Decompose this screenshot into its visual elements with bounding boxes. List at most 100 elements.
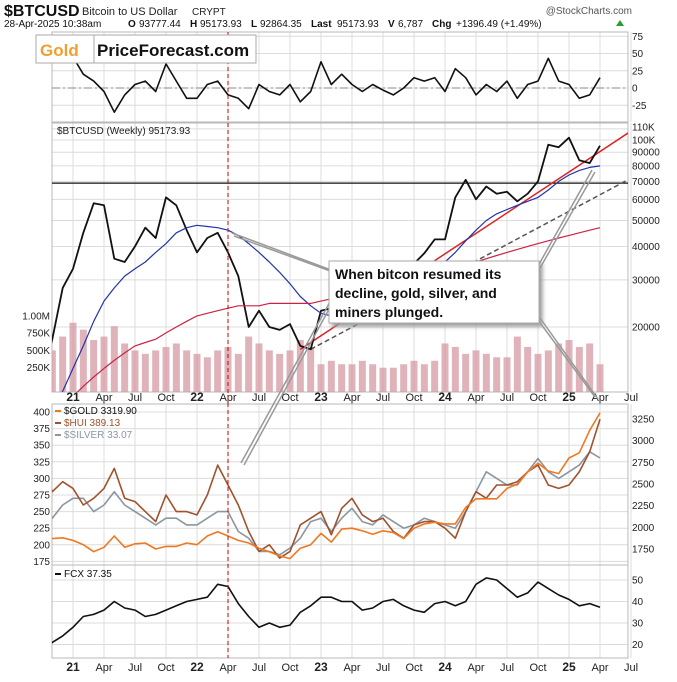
x-tick-label: 21: [66, 390, 80, 404]
fcx-panel: [51, 564, 629, 659]
low-label: L: [251, 19, 257, 30]
x-tick-label: Apr: [343, 392, 360, 404]
volume-bar: [307, 346, 315, 392]
x-tick-label: Apr: [95, 392, 112, 404]
x-tick-label: Apr: [467, 392, 484, 404]
x-tick-label: 23: [314, 390, 328, 404]
goldpriceforecast-logo: Gold PriceForecast.com: [35, 34, 257, 64]
ma-short-line: [61, 165, 601, 392]
x-tick-label: Jul: [500, 392, 514, 404]
volume-bar: [255, 343, 263, 392]
legend-swatch-silver: [55, 434, 61, 436]
y-tick-label: 225: [33, 524, 50, 535]
y-tick-label: 0: [632, 84, 638, 95]
y-tick-label: 75: [632, 32, 644, 43]
high-value: 95173.93: [200, 19, 242, 30]
volume-bar: [193, 353, 201, 392]
volume-bar: [245, 336, 253, 392]
volume-bar: [503, 357, 511, 392]
x-tick-label: Jul: [128, 662, 142, 674]
legend-fcx: FCX 37.35: [64, 569, 112, 580]
y-tick-label: 325: [33, 457, 50, 468]
y-tick-label: 40000: [632, 242, 660, 253]
y-tick-label: 750K: [27, 329, 51, 340]
open-label: O: [128, 19, 136, 30]
volume-bar: [369, 364, 377, 392]
x-tick-label: Apr: [95, 662, 112, 674]
y-tick-label: 3000: [632, 436, 655, 447]
callout-line-3: miners plunged.: [335, 304, 443, 320]
volume-bar: [565, 340, 573, 392]
quote-date: 28-Apr-2025 10:38am: [4, 19, 101, 30]
x-tick-label: 25: [562, 660, 576, 674]
x-tick-label: Apr: [467, 662, 484, 674]
ma-long-line: [76, 227, 601, 392]
y-tick-label: 20: [632, 640, 644, 651]
oscillator-line: [52, 56, 601, 113]
volume-bar: [286, 350, 294, 392]
high-label: H: [190, 19, 197, 30]
annotation-callout: When bitcon resumed its decline, gold, s…: [231, 169, 599, 466]
x-tick-label: Jul: [376, 392, 390, 404]
quote-line: 28-Apr-2025 10:38am O 93777.44 H 95173.9…: [4, 19, 542, 30]
volume-bar: [69, 322, 77, 392]
open-value: 93777.44: [139, 19, 181, 30]
x-tick-label: Jul: [128, 392, 142, 404]
volume-bar: [472, 350, 480, 392]
y-tick-label: 2250: [632, 501, 655, 512]
x-tick-label: Jul: [376, 662, 390, 674]
volume-bar: [296, 340, 304, 392]
volume-bar: [534, 353, 542, 392]
price-panel-label: $BTCUSD (Weekly) 95173.93: [57, 126, 191, 137]
volume-bar: [389, 367, 397, 392]
y-tick-label: 40: [632, 597, 644, 608]
x-tick-label: Jul: [624, 392, 638, 404]
callout-box: [328, 260, 540, 324]
volume-bar: [100, 336, 108, 392]
volume-bar: [524, 346, 532, 392]
legend-swatch-hui: [55, 422, 61, 424]
x-tick-label: Oct: [281, 662, 298, 674]
x-tick-label: Apr: [219, 662, 236, 674]
volume-bar: [586, 343, 594, 392]
logo-gold: Gold: [40, 41, 79, 60]
fcx-line: [52, 577, 601, 644]
volume-bar: [555, 343, 563, 392]
legend-swatch-fcx: [55, 573, 61, 575]
x-tick-label: Jul: [252, 392, 266, 404]
low-value: 92864.35: [260, 19, 302, 30]
last-label: Last: [311, 19, 332, 30]
change-label: Chg: [432, 19, 451, 30]
volume-bar: [431, 360, 439, 392]
y-tick-label: 50: [632, 576, 644, 587]
volume-bar: [451, 346, 459, 392]
x-tick-label: Jul: [500, 662, 514, 674]
y-tick-label: 350: [33, 441, 50, 452]
x-tick-label: 25: [562, 390, 576, 404]
x-tick-label: 22: [190, 660, 204, 674]
volume-bar: [183, 350, 191, 392]
x-tick-label: Apr: [591, 662, 608, 674]
x-tick-label: Jul: [252, 662, 266, 674]
y-tick-label: 80000: [632, 161, 660, 172]
logo-priceforecast: PriceForecast.com: [97, 41, 249, 60]
volume-bar: [544, 350, 552, 392]
volume-bar: [596, 364, 604, 392]
volume-bar: [462, 353, 470, 392]
volume-bar: [214, 350, 222, 392]
volume-bar: [482, 353, 490, 392]
volume-bar: [265, 350, 273, 392]
x-tick-label: Apr: [343, 662, 360, 674]
y-tick-label: 110K: [632, 122, 655, 133]
volume-bar: [90, 340, 98, 392]
volume-value: 6,787: [398, 19, 423, 30]
volume-bar: [203, 357, 211, 392]
volume-bar: [400, 364, 408, 392]
volume-label: V: [388, 19, 395, 30]
change-value: +1396.49 (+1.49%): [456, 19, 542, 30]
callout-line-1: When bitcon resumed its: [335, 266, 502, 282]
x-tick-label: 21: [66, 660, 80, 674]
oscillator-panel: [51, 31, 629, 123]
x-tick-label: 24: [438, 660, 452, 674]
